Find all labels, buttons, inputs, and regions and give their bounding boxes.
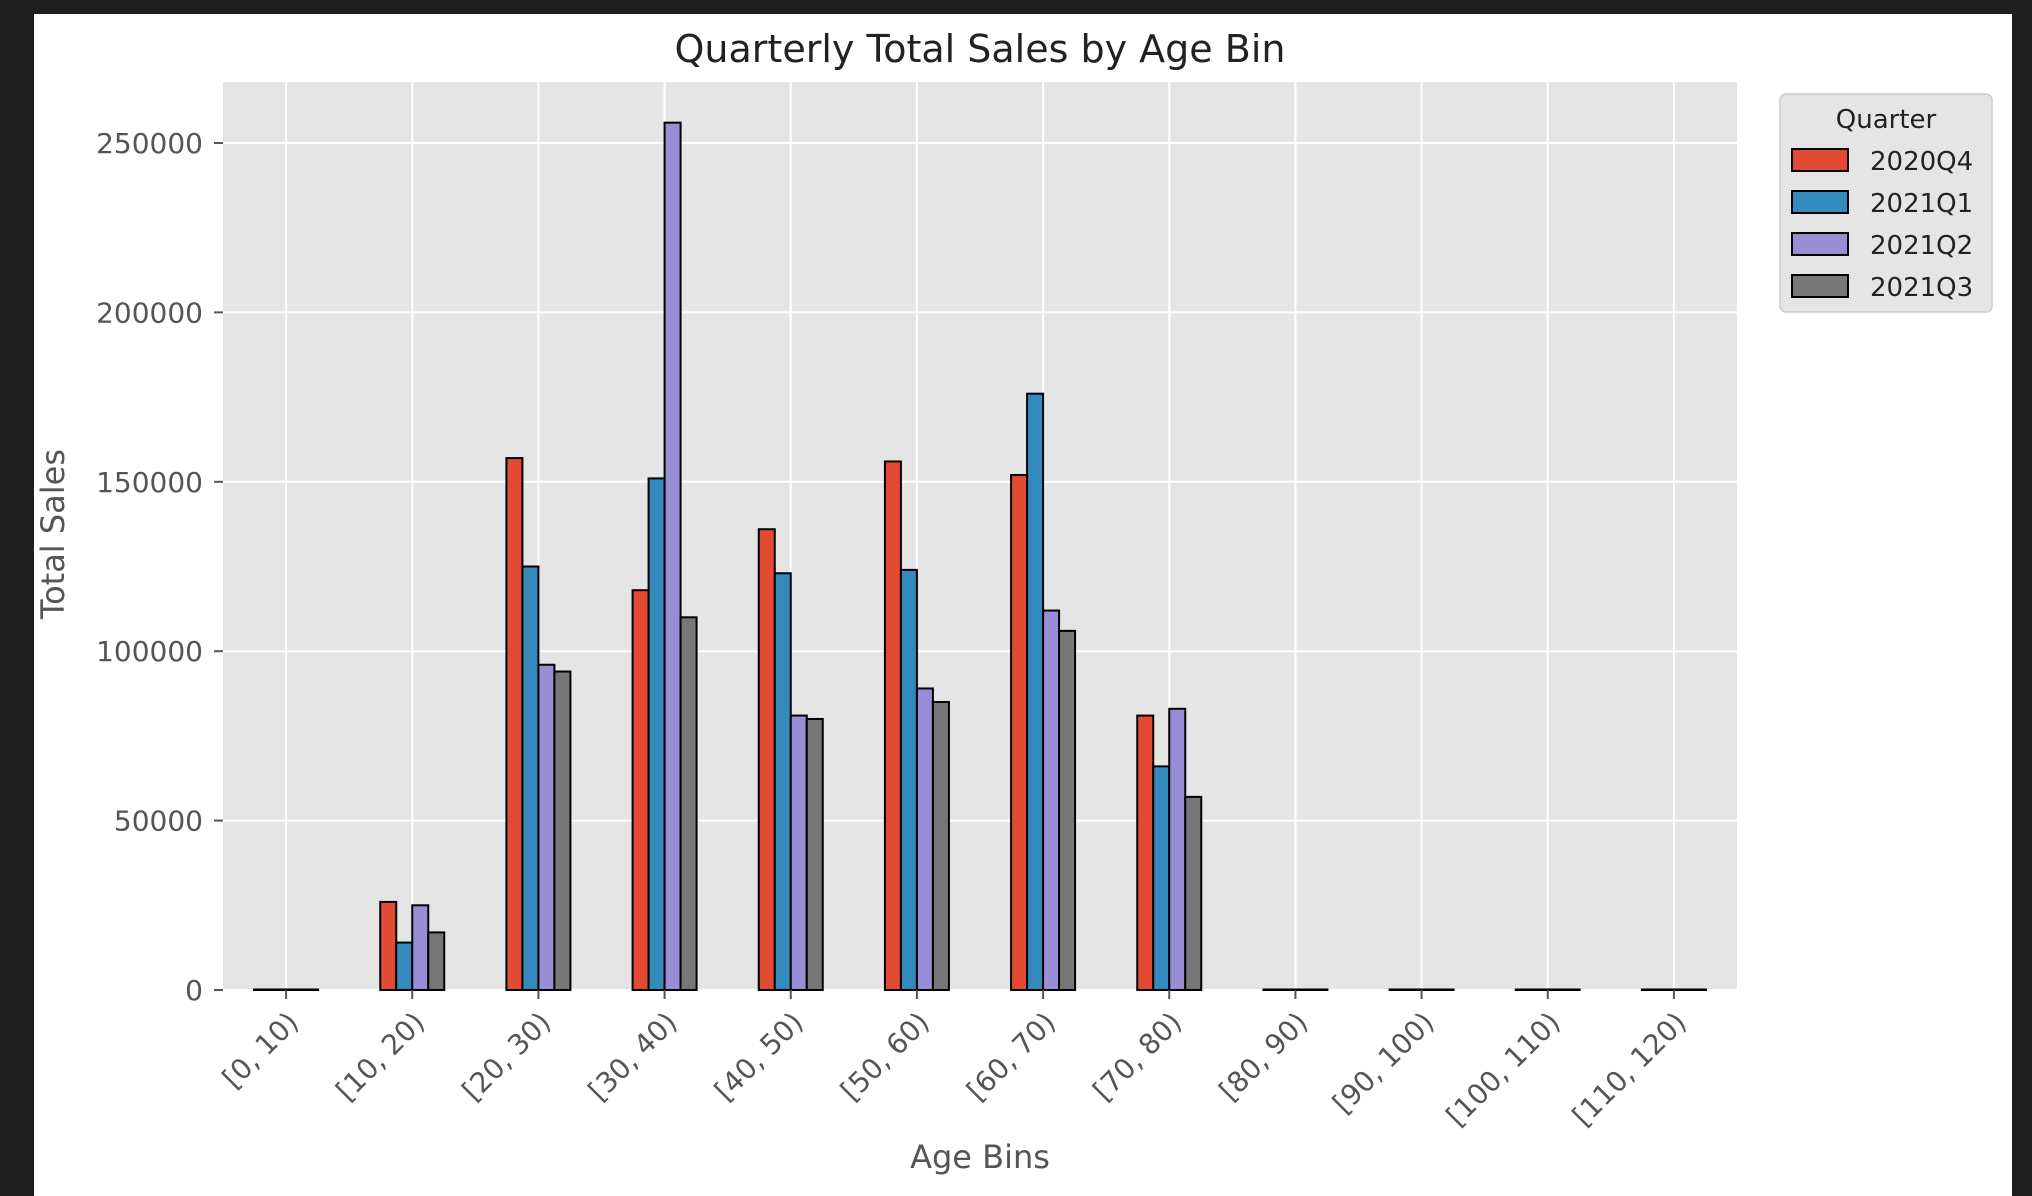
x-tick-label: [50, 60) [834, 1006, 936, 1108]
y-axis-label: Total Sales [34, 449, 72, 620]
bar [1562, 988, 1581, 991]
legend-swatch [1791, 274, 1849, 298]
bar [773, 572, 792, 992]
bar [1656, 988, 1675, 991]
bar [1278, 988, 1297, 991]
legend: Quarter 2020Q4 2021Q1 2021Q2 2021Q3 [1779, 93, 1993, 313]
legend-label: 2021Q3 [1870, 273, 1973, 303]
bar [647, 477, 666, 991]
x-tick-label: [70, 80) [1086, 1006, 1188, 1108]
x-tick-label: [110, 120) [1566, 1006, 1693, 1133]
bar [915, 687, 934, 992]
bar [1672, 988, 1691, 991]
legend-label: 2021Q2 [1870, 231, 1973, 261]
y-tick-label: 100000 [96, 635, 203, 668]
x-tick-label: [10, 20) [329, 1006, 431, 1108]
bar [1388, 988, 1407, 991]
bar [1688, 988, 1707, 991]
bar [1136, 714, 1155, 991]
bar [1404, 988, 1423, 991]
bar [631, 589, 650, 992]
plot-area [223, 82, 1737, 990]
bar [1168, 707, 1187, 991]
bar [899, 568, 918, 992]
x-tick-label: [90, 100) [1326, 1006, 1440, 1120]
bar [285, 988, 304, 991]
y-tick-label: 0 [185, 974, 203, 1007]
x-tick-label: [100, 110) [1440, 1006, 1567, 1133]
bar [253, 988, 272, 991]
bar [537, 663, 556, 991]
x-tick-label: [60, 70) [960, 1006, 1062, 1108]
legend-swatch [1791, 148, 1849, 172]
bar [379, 900, 398, 992]
bar [1042, 609, 1061, 991]
bar [1546, 988, 1565, 991]
y-tick-label: 250000 [96, 127, 203, 160]
bar [931, 701, 950, 992]
legend-swatch [1791, 232, 1849, 256]
bar [395, 941, 414, 991]
bar [301, 988, 320, 991]
legend-label: 2020Q4 [1870, 147, 1973, 177]
legend-title: Quarter [1836, 105, 1937, 135]
x-tick-label: [20, 30) [456, 1006, 558, 1108]
bar [1010, 474, 1029, 991]
bar [1420, 988, 1439, 991]
bar [521, 565, 540, 992]
y-tick-label: 200000 [96, 296, 203, 329]
legend-swatch [1791, 190, 1849, 214]
bar [1514, 988, 1533, 991]
x-tick-label: [30, 40) [582, 1006, 684, 1108]
bar [1310, 988, 1329, 991]
bar [1294, 988, 1313, 991]
x-axis-label: Age Bins [910, 1138, 1050, 1176]
bar [1436, 988, 1455, 991]
bar [1530, 988, 1549, 991]
bar [1262, 988, 1281, 991]
bar [411, 904, 430, 992]
bar [1026, 392, 1045, 992]
x-tick-label: [80, 90) [1213, 1006, 1315, 1108]
bar [1152, 765, 1171, 991]
bar [1184, 795, 1203, 992]
x-tick-label: [40, 50) [708, 1006, 810, 1108]
legend-items: 2020Q4 2021Q1 2021Q2 2021Q3 [1791, 147, 1973, 303]
y-tick-label: 50000 [114, 805, 203, 838]
y-tick-label: 150000 [96, 466, 203, 499]
chart-title: Quarterly Total Sales by Age Bin [675, 27, 1286, 71]
bar [269, 988, 288, 991]
bar [789, 714, 808, 991]
bar [427, 931, 446, 992]
bar [1640, 988, 1659, 991]
bar [1058, 629, 1077, 991]
bar [883, 460, 902, 991]
x-tick-label: [0, 10) [216, 1006, 305, 1095]
legend-label: 2021Q1 [1870, 189, 1973, 219]
bar [757, 528, 776, 991]
bar [805, 717, 824, 991]
bar [679, 616, 698, 991]
bars [253, 121, 1707, 992]
bar [505, 457, 524, 991]
bar [663, 121, 682, 991]
bar [553, 670, 572, 991]
